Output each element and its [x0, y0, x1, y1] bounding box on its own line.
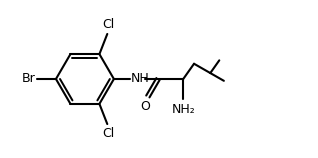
Text: Br: Br	[22, 73, 36, 85]
Text: Cl: Cl	[103, 127, 115, 140]
Text: NH₂: NH₂	[171, 103, 195, 116]
Text: NH: NH	[131, 73, 150, 85]
Text: Cl: Cl	[103, 18, 115, 31]
Text: O: O	[140, 100, 150, 113]
